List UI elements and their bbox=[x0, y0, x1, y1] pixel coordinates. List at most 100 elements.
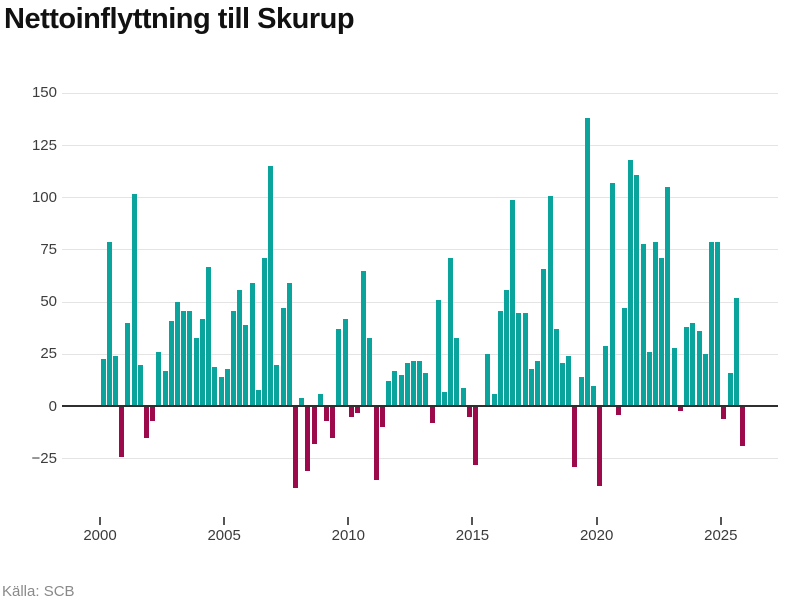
bar-quarter-91 bbox=[665, 187, 671, 407]
gridline-50 bbox=[62, 301, 778, 303]
bar-quarter-42 bbox=[361, 270, 367, 407]
bar-quarter-37 bbox=[330, 406, 336, 438]
bar-quarter-15 bbox=[193, 337, 199, 407]
bar-quarter-55 bbox=[441, 391, 447, 407]
bar-quarter-29 bbox=[280, 308, 286, 407]
bar-quarter-8 bbox=[150, 406, 156, 422]
bar-quarter-7 bbox=[144, 406, 149, 438]
bar-quarter-96 bbox=[696, 331, 702, 407]
bar-quarter-39 bbox=[342, 318, 348, 407]
bar-quarter-54 bbox=[435, 300, 441, 407]
x-axis-label-2005: 2005 bbox=[207, 527, 241, 544]
bar-quarter-72 bbox=[547, 195, 553, 407]
bar-quarter-48 bbox=[398, 375, 404, 407]
bar-quarter-12 bbox=[175, 302, 181, 407]
bar-quarter-34 bbox=[311, 406, 317, 445]
bar-quarter-71 bbox=[541, 268, 547, 407]
bar-quarter-58 bbox=[460, 387, 466, 407]
bar-quarter-53 bbox=[429, 406, 435, 424]
bar-quarter-44 bbox=[373, 406, 379, 480]
gridline-100 bbox=[62, 197, 778, 199]
bar-quarter-23 bbox=[243, 325, 249, 407]
bar-quarter-97 bbox=[702, 354, 708, 407]
bar-quarter-10 bbox=[162, 371, 168, 407]
bar-quarter-64 bbox=[497, 310, 503, 407]
bar-quarter-41 bbox=[355, 406, 361, 413]
bar-quarter-98 bbox=[708, 241, 714, 407]
bar-quarter-70 bbox=[535, 360, 541, 407]
x-axis-tick-2000 bbox=[99, 517, 101, 525]
gridline-150 bbox=[62, 92, 778, 94]
bar-quarter-6 bbox=[137, 364, 143, 407]
bar-quarter-102 bbox=[733, 297, 739, 407]
bar-quarter-66 bbox=[510, 199, 516, 407]
bar-quarter-45 bbox=[379, 406, 385, 428]
bar-quarter-43 bbox=[367, 337, 373, 407]
bar-quarter-86 bbox=[634, 174, 640, 407]
bar-quarter-80 bbox=[597, 406, 603, 486]
bar-quarter-62 bbox=[485, 354, 491, 407]
bar-quarter-26 bbox=[261, 258, 267, 407]
bar-quarter-83 bbox=[615, 406, 621, 415]
bar-quarter-47 bbox=[392, 371, 398, 407]
bar-quarter-60 bbox=[473, 406, 479, 465]
bar-quarter-38 bbox=[336, 329, 342, 407]
bar-quarter-21 bbox=[230, 310, 236, 407]
bar-quarter-75 bbox=[566, 356, 572, 407]
bar-quarter-50 bbox=[410, 360, 416, 407]
x-axis-tick-2015 bbox=[471, 517, 474, 525]
bar-quarter-5 bbox=[131, 193, 137, 407]
bar-quarter-14 bbox=[187, 310, 193, 407]
y-axis-label: 125 bbox=[31, 136, 57, 154]
x-axis-tick-2005 bbox=[223, 517, 226, 525]
y-axis-label: −25 bbox=[31, 449, 57, 467]
gridline-75 bbox=[62, 249, 778, 251]
x-axis-zero-line bbox=[62, 405, 778, 407]
chart-title: Nettoinflyttning till Skurup bbox=[4, 3, 355, 35]
bar-quarter-33 bbox=[305, 406, 311, 472]
bar-quarter-90 bbox=[659, 258, 665, 407]
bar-quarter-82 bbox=[609, 183, 615, 407]
bar-quarter-94 bbox=[684, 327, 690, 407]
bar-quarter-13 bbox=[181, 310, 187, 407]
gridline-25 bbox=[62, 353, 778, 355]
x-axis-label-2025: 2025 bbox=[704, 527, 738, 544]
x-axis-label-2015: 2015 bbox=[455, 527, 490, 544]
y-axis-label: 0 bbox=[48, 397, 57, 415]
bar-quarter-49 bbox=[404, 362, 410, 407]
y-axis-label: 100 bbox=[31, 188, 57, 206]
bar-quarter-76 bbox=[572, 406, 578, 468]
bar-quarter-36 bbox=[324, 406, 330, 422]
x-axis-tick-2025 bbox=[719, 517, 722, 525]
bar-quarter-77 bbox=[578, 377, 584, 407]
bar-quarter-32 bbox=[299, 398, 305, 407]
bar-quarter-65 bbox=[504, 289, 510, 407]
bar-quarter-88 bbox=[646, 352, 652, 407]
bar-quarter-63 bbox=[491, 394, 497, 407]
bar-quarter-17 bbox=[206, 266, 212, 407]
bar-quarter-25 bbox=[255, 389, 261, 407]
y-axis-label: 150 bbox=[31, 84, 57, 102]
bar-quarter-9 bbox=[156, 352, 162, 407]
x-axis-tick-2020 bbox=[595, 517, 598, 525]
bar-quarter-57 bbox=[454, 337, 460, 407]
bar-quarter-35 bbox=[317, 394, 323, 407]
bar-quarter-30 bbox=[286, 283, 292, 407]
bar-quarter-20 bbox=[224, 368, 230, 407]
bar-quarter-3 bbox=[119, 406, 125, 457]
bar-quarter-52 bbox=[423, 373, 429, 407]
bar-quarter-92 bbox=[671, 348, 677, 407]
bar-quarter-11 bbox=[168, 320, 174, 407]
y-axis-label: 25 bbox=[40, 345, 57, 363]
source-attribution: Källa: SCB bbox=[2, 583, 75, 600]
bar-quarter-46 bbox=[386, 381, 392, 407]
bar-quarter-2 bbox=[112, 356, 118, 407]
bar-quarter-69 bbox=[528, 368, 534, 407]
bar-quarter-67 bbox=[516, 312, 522, 407]
bar-quarter-101 bbox=[727, 373, 733, 407]
bar-quarter-93 bbox=[677, 406, 683, 411]
bar-quarter-81 bbox=[603, 345, 609, 407]
gridline-125 bbox=[62, 145, 778, 146]
bar-quarter-59 bbox=[466, 406, 472, 417]
